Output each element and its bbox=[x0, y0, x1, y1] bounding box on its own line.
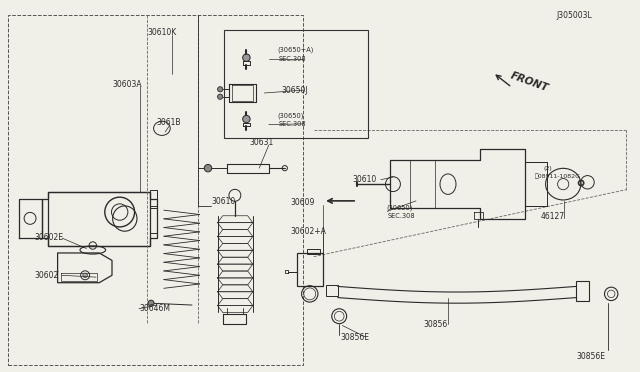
Text: (30650): (30650) bbox=[278, 112, 304, 119]
Text: 30610: 30610 bbox=[353, 175, 377, 184]
Circle shape bbox=[148, 300, 154, 306]
Text: 3061B: 3061B bbox=[157, 118, 181, 127]
Text: 30610: 30610 bbox=[211, 198, 236, 206]
Text: 30650J: 30650J bbox=[282, 86, 308, 95]
Bar bbox=[48, 192, 150, 246]
Text: 30603A: 30603A bbox=[112, 80, 141, 89]
Text: 30602E: 30602E bbox=[34, 233, 63, 242]
Bar bbox=[297, 253, 323, 286]
Circle shape bbox=[218, 87, 223, 92]
Text: SEC.308: SEC.308 bbox=[279, 121, 307, 126]
Text: 46127: 46127 bbox=[541, 212, 565, 221]
Text: 30610K: 30610K bbox=[147, 28, 177, 37]
Text: (30650+A): (30650+A) bbox=[278, 47, 314, 54]
Bar bbox=[307, 249, 320, 254]
Text: 30631: 30631 bbox=[250, 138, 274, 147]
Circle shape bbox=[218, 94, 223, 99]
Text: (2): (2) bbox=[543, 166, 552, 171]
Text: 30856E: 30856E bbox=[340, 333, 369, 341]
Text: (30650): (30650) bbox=[387, 204, 413, 211]
Text: 30856: 30856 bbox=[424, 320, 448, 329]
Bar bbox=[224, 30, 368, 138]
Text: 30646M: 30646M bbox=[140, 304, 170, 313]
Text: SEC.308: SEC.308 bbox=[279, 56, 307, 62]
Circle shape bbox=[243, 54, 250, 61]
Text: ⓝ08911-1082G: ⓝ08911-1082G bbox=[535, 174, 581, 180]
Text: SEC.308: SEC.308 bbox=[388, 213, 415, 219]
Bar bbox=[576, 281, 589, 301]
Bar bbox=[326, 285, 338, 296]
Text: 30856E: 30856E bbox=[576, 352, 605, 361]
Text: J305003L: J305003L bbox=[557, 11, 593, 20]
Bar bbox=[8, 15, 303, 365]
Text: 30609: 30609 bbox=[290, 198, 314, 207]
Text: FRONT: FRONT bbox=[509, 70, 550, 93]
Circle shape bbox=[83, 273, 87, 278]
Text: 30602+A: 30602+A bbox=[290, 227, 326, 236]
Circle shape bbox=[243, 115, 250, 123]
Circle shape bbox=[204, 164, 212, 172]
Text: 30602: 30602 bbox=[34, 271, 58, 280]
